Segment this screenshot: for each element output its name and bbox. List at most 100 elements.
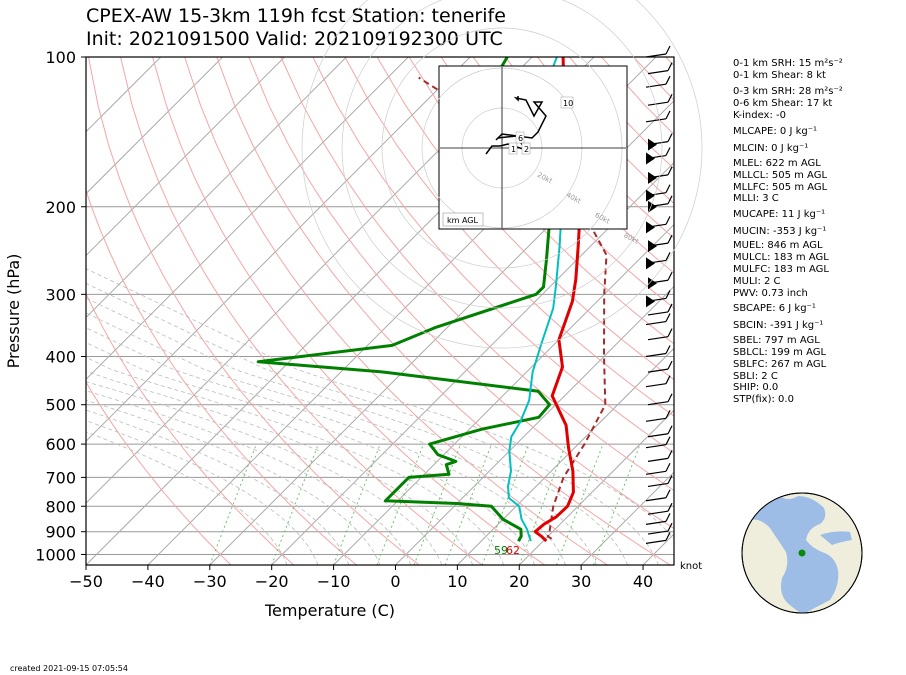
x-tick-label: 10 (447, 572, 467, 591)
wind-barb (647, 360, 673, 373)
wind-barb (647, 502, 673, 515)
wind-barb (647, 475, 673, 488)
wind-barb (645, 345, 671, 358)
moist-adiabat (86, 356, 505, 565)
index-line: SBLI: 2 C (733, 371, 778, 382)
x-tick-label: −10 (317, 572, 351, 591)
index-line: 0-1 km SRH: 15 m²s⁻² (733, 58, 843, 69)
y-tick-label: 800 (45, 497, 76, 516)
mixing-ratio-line (518, 443, 567, 565)
dry-adiabat (344, 57, 674, 417)
index-line: SHIP: 0.0 (733, 382, 779, 393)
moist-adiabat (86, 312, 597, 565)
mixing-ratio-line (481, 443, 530, 565)
moist-adiabat (86, 342, 535, 565)
mixing-ratio-line (209, 443, 257, 565)
isotherm-line (86, 57, 162, 133)
wind-barb (645, 147, 671, 165)
hodograph-height-label: 10 (563, 99, 573, 108)
wind-barb (647, 271, 673, 290)
moist-adiabat (86, 399, 381, 565)
index-line: 0-3 km SRH: 28 m²s⁻² (733, 86, 843, 97)
moist-adiabat (86, 370, 474, 565)
mixing-ratio-line (593, 443, 641, 565)
wind-units-label: knot (680, 561, 702, 572)
moist-adiabat (86, 297, 628, 565)
index-line: MLLI: 3 C (733, 193, 779, 204)
moist-adiabat (86, 327, 566, 565)
moist-adiabat (86, 420, 319, 565)
wind-barb (645, 45, 671, 58)
x-axis-label: Temperature (C) (264, 601, 395, 620)
dry-adiabat (472, 57, 674, 274)
index-line: MUCIN: -353 J kg⁻¹ (733, 226, 827, 237)
y-tick-label: 400 (45, 348, 76, 367)
index-line: MULI: 2 C (733, 276, 781, 287)
wind-barb (647, 93, 673, 106)
hodograph-trace (485, 96, 547, 155)
wind-barb (645, 463, 671, 475)
surface-dewpoint-label: 59 (494, 544, 508, 557)
dry-adiabat (88, 57, 420, 565)
wind-barb (645, 290, 671, 308)
isotherm-line (86, 57, 285, 257)
index-line: 0-6 km Shear: 17 kt (733, 98, 833, 109)
surface-temperature-label: 62 (506, 544, 520, 557)
moist-adiabat (86, 282, 659, 565)
plot-frame (85, 56, 675, 566)
index-line: 0-1 km Shear: 8 kt (733, 70, 826, 81)
chart-title-line2: Init: 2021091500 Valid: 202109192300 UTC (86, 28, 503, 50)
x-tick-label: −20 (255, 572, 289, 591)
dry-adiabat (216, 57, 671, 565)
wind-barb (647, 450, 673, 462)
dry-adiabat (248, 57, 674, 530)
x-tick-label: −50 (69, 572, 103, 591)
y-axis-label: Pressure (hPa) (4, 254, 23, 369)
wind-barb (647, 393, 673, 406)
x-tick-label: 30 (571, 572, 591, 591)
wind-barb (645, 375, 671, 388)
mixing-ratio-line (376, 443, 424, 565)
moist-adiabat (86, 409, 350, 565)
y-tick-label: 200 (45, 198, 76, 217)
isotherm-line (86, 57, 409, 381)
dry-adiabat (152, 57, 545, 565)
y-tick-label: 600 (45, 435, 76, 454)
isotherm-line (209, 100, 674, 565)
index-line: SBCAPE: 6 J kg⁻¹ (733, 303, 816, 314)
isotherm-line (518, 409, 674, 565)
mixing-ratio-line (444, 443, 493, 565)
location-globe (741, 492, 863, 614)
x-tick-label: 40 (633, 572, 653, 591)
wind-barb (647, 133, 673, 151)
wind-barb (645, 410, 671, 422)
index-line: SBLCL: 199 m AGL (733, 347, 827, 358)
index-line: K-index: -0 (733, 110, 786, 121)
moist-adiabat (86, 381, 443, 565)
mixing-ratio-line (555, 443, 604, 565)
dry-adiabat (86, 188, 357, 565)
y-tick-label: 500 (45, 396, 76, 415)
y-tick-label: 300 (45, 285, 76, 304)
index-line: PWV: 0.73 inch (733, 288, 808, 299)
wind-barb (645, 513, 671, 525)
x-tick-label: −40 (131, 572, 165, 591)
wind-barb (645, 184, 671, 202)
dry-adiabat (312, 57, 674, 454)
wind-barb (647, 166, 673, 184)
y-tick-label: 100 (45, 48, 76, 67)
x-tick-label: 0 (390, 572, 400, 591)
wind-barb (647, 62, 673, 75)
dry-adiabat (280, 57, 674, 492)
hodograph-height-label: 6 (518, 134, 523, 143)
wind-barb (647, 303, 673, 316)
hodograph-height-label: 1 (511, 145, 516, 154)
dry-adiabat (376, 57, 674, 381)
wind-barb (645, 252, 671, 270)
wind-barb (645, 436, 671, 449)
wind-barb (647, 328, 673, 341)
isotherm-line (580, 471, 674, 565)
isotherm-line (86, 57, 347, 319)
